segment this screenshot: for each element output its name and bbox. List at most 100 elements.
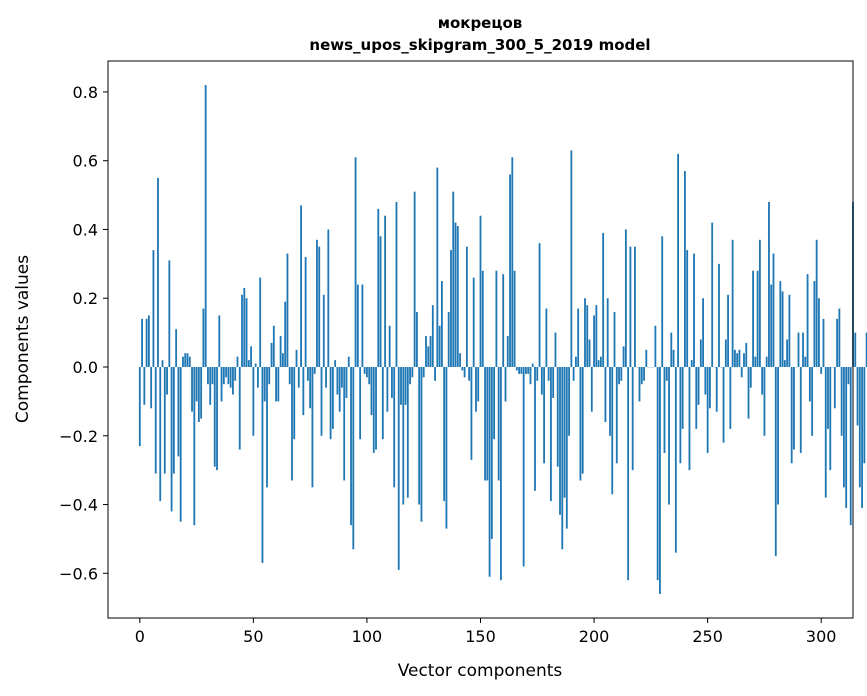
bar-component-52	[257, 367, 259, 388]
bar-component-261	[731, 239, 734, 368]
bar-component-157	[495, 270, 498, 367]
bar-component-255	[718, 263, 720, 368]
bar-component-56	[266, 367, 268, 488]
bar-component-66	[288, 367, 291, 385]
bar-component-132	[438, 325, 441, 368]
bar-component-243	[690, 360, 693, 368]
bar-component-193	[577, 308, 580, 368]
bar-component-183	[554, 332, 557, 367]
bar-component-239	[681, 367, 684, 429]
bar-component-146	[470, 367, 473, 460]
bar-component-144	[465, 246, 468, 368]
bar-component-215	[627, 367, 630, 581]
bar-component-30	[207, 367, 209, 385]
bar-component-240	[684, 171, 686, 367]
bar-component-168	[520, 367, 523, 374]
bar-component-150	[479, 215, 482, 367]
bar-component-20	[184, 353, 187, 367]
bar-component-116	[402, 367, 405, 505]
bar-component-196	[584, 298, 586, 368]
bar-component-139	[454, 222, 457, 368]
bar-component-147	[472, 277, 475, 368]
bar-component-264	[738, 349, 741, 367]
bar-component-26	[197, 367, 200, 423]
bar-component-86	[334, 360, 337, 368]
bar-component-113	[395, 201, 398, 368]
bar-component-43	[236, 356, 239, 367]
bar-component-61	[277, 367, 280, 402]
bar-component-96	[356, 284, 359, 368]
bar-component-247	[699, 339, 702, 368]
bar-component-94	[352, 367, 355, 550]
bar-component-79	[318, 246, 321, 368]
bar-component-318	[861, 367, 863, 508]
bar-component-235	[672, 349, 675, 367]
bar-component-303	[827, 367, 829, 429]
y-axis-ticks: −0.6 −0.4 −0.2 0.0 0.2 0.4 0.6 0.8	[59, 83, 108, 583]
bar-component-50	[252, 367, 255, 436]
bar-component-184	[556, 367, 559, 467]
bar-component-36	[220, 367, 223, 402]
y-tick-label-2: −0.2	[59, 427, 98, 446]
bar-component-285	[786, 339, 789, 368]
bar-component-29	[204, 85, 207, 368]
bar-component-307	[836, 318, 839, 368]
bar-component-175	[536, 367, 539, 381]
bar-component-54	[261, 367, 264, 563]
bar-component-53	[259, 277, 262, 368]
bar-component-208	[611, 367, 614, 495]
bar-component-95	[354, 157, 357, 367]
bar-component-145	[468, 367, 471, 381]
y-tick-label-6: 0.6	[73, 152, 98, 171]
bar-component-80	[320, 367, 323, 436]
bar-component-62	[279, 336, 282, 367]
bar-component-292	[802, 332, 804, 367]
bar-component-58	[270, 342, 273, 368]
bar-component-171	[527, 367, 530, 374]
bar-component-92	[347, 356, 350, 367]
bar-component-220	[638, 367, 641, 402]
bar-component-78	[316, 239, 318, 368]
bar-component-128	[429, 336, 432, 367]
x-tick-label-250: 250	[692, 627, 723, 646]
bar-component-188	[565, 367, 568, 529]
bar-component-16	[175, 329, 178, 368]
bar-component-222	[643, 367, 645, 381]
bar-component-31	[209, 367, 212, 405]
bar-component-231	[663, 367, 666, 453]
bar-component-274	[761, 367, 764, 395]
bar-component-129	[431, 305, 434, 368]
bar-component-74	[306, 367, 309, 381]
bar-component-33	[213, 367, 216, 467]
bar-component-200	[593, 315, 595, 367]
bar-component-221	[640, 367, 643, 385]
bar-component-190	[570, 150, 573, 368]
bar-component-262	[733, 349, 736, 367]
bar-component-15	[172, 367, 175, 474]
bar-component-134	[443, 367, 446, 502]
bar-component-112	[393, 367, 396, 488]
bar-component-125	[422, 367, 425, 378]
bar-component-316	[856, 367, 859, 426]
bar-component-65	[286, 253, 289, 367]
bar-component-248	[702, 298, 704, 368]
bar-component-191	[572, 367, 575, 381]
bar-component-250	[706, 367, 709, 453]
bar-component-69	[295, 349, 298, 367]
bar-component-273	[758, 239, 761, 368]
bar-component-151	[481, 270, 484, 367]
bar-component-173	[531, 363, 534, 368]
bar-component-73	[304, 256, 307, 367]
bar-component-135	[445, 367, 448, 529]
bar-component-60	[275, 367, 277, 402]
bar-component-277	[768, 201, 770, 368]
bar-component-111	[391, 367, 393, 398]
bar-component-162	[506, 336, 509, 367]
bar-component-87	[336, 367, 339, 395]
bar-component-142	[461, 367, 464, 371]
chart-title-line-2: news_upos_skipgram_300_5_2019 model	[309, 36, 650, 54]
bar-component-290	[797, 332, 800, 367]
bar-component-149	[477, 367, 480, 402]
plot-frame	[107, 60, 854, 619]
bar-component-11	[163, 367, 166, 474]
